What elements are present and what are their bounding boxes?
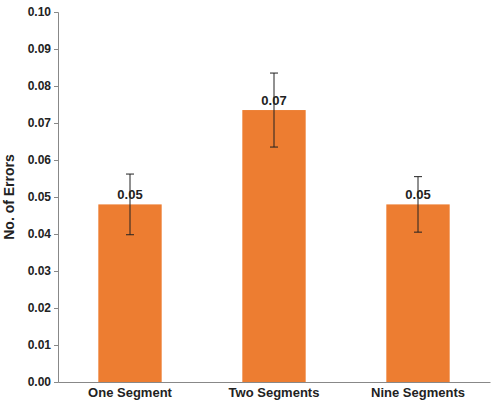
y-tick: 0.04 (28, 227, 58, 241)
x-axis: One Segment Two Segments Nine Segments (59, 382, 491, 400)
y-tick-label: 0.02 (28, 301, 52, 315)
y-tick: 0.07 (28, 116, 58, 130)
y-tick-mark (54, 271, 58, 272)
error-bar-cap (270, 73, 278, 74)
y-tick-mark (54, 123, 58, 124)
x-axis-line (59, 382, 491, 383)
x-tick-label: One Segment (88, 385, 172, 400)
error-bar-cap (270, 147, 278, 148)
y-tick: 0.01 (28, 338, 58, 352)
x-tick: One Segment (88, 382, 172, 400)
chart: 0.00 0.01 0.02 0.03 0.04 0.05 0.06 0.07 0.08 0.09… (0, 0, 500, 407)
y-tick-label: 0.05 (28, 190, 52, 204)
error-bar (414, 177, 422, 233)
y-tick-label: 0.04 (28, 227, 52, 241)
y-tick-label: 0.00 (28, 375, 52, 389)
y-tick-label: 0.06 (28, 153, 52, 167)
y-axis: 0.00 0.01 0.02 0.03 0.04 0.05 0.06 0.07 0.08 0.09… (28, 5, 59, 389)
y-tick-mark (54, 197, 58, 198)
error-bar-cap (414, 232, 422, 233)
y-tick: 0.05 (28, 190, 58, 204)
data-label: 0.05 (405, 187, 430, 202)
y-tick-label: 0.07 (28, 116, 52, 130)
bar (242, 110, 305, 382)
data-labels: 0.05 0.07 0.05 (117, 93, 430, 202)
y-tick-mark (54, 49, 58, 50)
y-axis-line (54, 13, 59, 383)
plot: 0.00 0.01 0.02 0.03 0.04 0.05 0.06 0.07 0.08 0.09… (28, 5, 491, 400)
y-tick-label: 0.09 (28, 42, 52, 56)
error-bar (270, 73, 278, 147)
y-tick-label: 0.01 (28, 338, 52, 352)
y-tick-mark (54, 160, 58, 161)
y-tick: 0.02 (28, 301, 58, 315)
y-tick: 0.06 (28, 153, 58, 167)
y-tick: 0.00 (28, 375, 58, 389)
error-bar-stem (418, 177, 419, 233)
y-tick-mark (54, 234, 58, 235)
y-tick-mark (54, 12, 58, 13)
data-label: 0.05 (117, 187, 142, 202)
error-bar-stem (274, 73, 275, 147)
x-tick-label: Two Segments (229, 385, 320, 400)
y-axis-title: No. of Errors (1, 154, 17, 240)
y-tick-label: 0.03 (28, 264, 52, 278)
y-tick-label: 0.10 (28, 5, 52, 19)
y-tick-mark (54, 345, 58, 346)
error-bar-cap (414, 176, 422, 177)
y-tick: 0.09 (28, 42, 58, 56)
y-tick: 0.03 (28, 264, 58, 278)
error-bar-cap (126, 234, 134, 235)
y-tick: 0.10 (28, 5, 58, 19)
x-tick-label: Nine Segments (371, 385, 465, 400)
marks (98, 73, 449, 382)
data-label: 0.07 (261, 93, 286, 108)
error-bar-cap (126, 174, 134, 175)
x-tick: Two Segments (229, 382, 320, 400)
error-bar-stem (130, 174, 131, 235)
y-tick-mark (54, 86, 58, 87)
y-tick-mark (54, 382, 58, 383)
error-bar (126, 174, 134, 235)
y-tick-mark (54, 308, 58, 309)
y-tick: 0.08 (28, 79, 58, 93)
y-tick-label: 0.08 (28, 79, 52, 93)
x-tick: Nine Segments (371, 382, 465, 400)
